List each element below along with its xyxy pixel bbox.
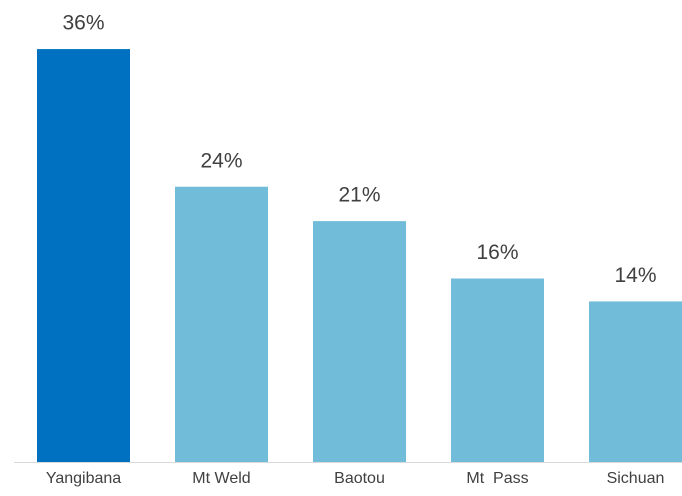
x-tick-label: Yangibana xyxy=(46,470,121,487)
data-label: 21% xyxy=(338,184,380,207)
bar xyxy=(175,186,268,462)
x-tick-label: Mt Weld xyxy=(192,470,250,487)
data-label: 16% xyxy=(476,241,518,264)
data-label: 36% xyxy=(62,12,104,35)
x-tick-label: Sichuan xyxy=(607,470,665,487)
bar xyxy=(313,221,406,462)
bar xyxy=(37,49,130,463)
x-tick-label: Mt Pass xyxy=(466,470,528,487)
bar xyxy=(451,278,544,462)
data-label: 14% xyxy=(614,264,656,287)
bar xyxy=(589,301,682,462)
data-label: 24% xyxy=(200,149,242,172)
x-tick-label: Baotou xyxy=(334,470,385,487)
